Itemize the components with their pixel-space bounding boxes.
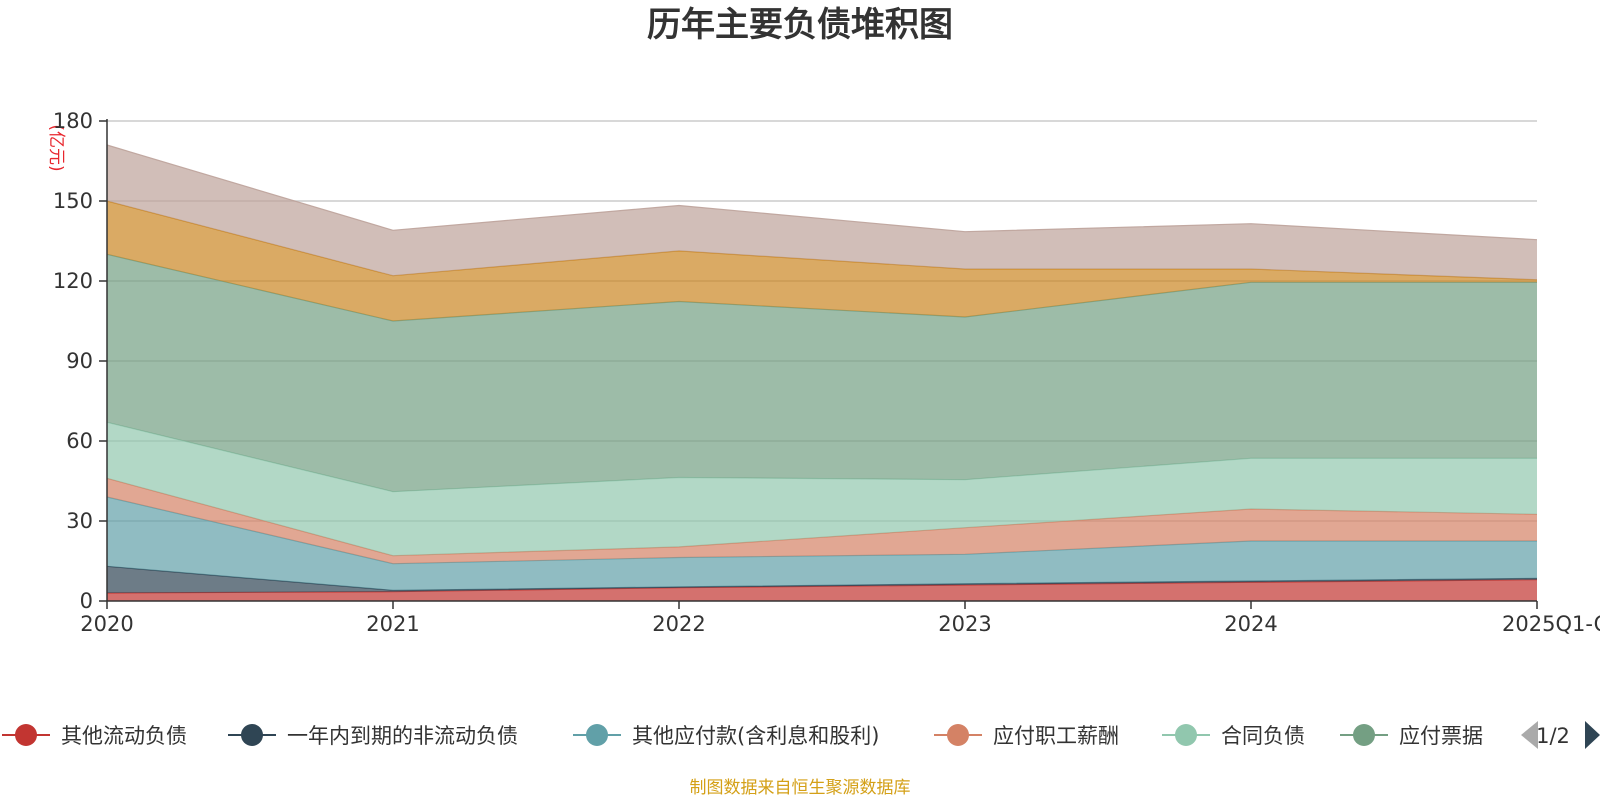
area-series-3: [107, 478, 1537, 564]
y-tick-label: 120: [53, 269, 93, 293]
legend-marker-icon: [15, 724, 37, 746]
legend-label: 应付职工薪酬: [993, 724, 1119, 748]
x-tick-label: 2024: [1224, 612, 1277, 636]
legend-marker-icon: [586, 724, 608, 746]
legend-next-arrow-icon[interactable]: [1585, 721, 1600, 749]
legend-label: 一年内到期的非流动负债: [287, 724, 518, 748]
legend-label: 其他应付款(含利息和股利): [632, 724, 879, 748]
x-tick-label: 2025Q1-Q3: [1502, 612, 1600, 636]
legend-item[interactable]: 应付票据: [1340, 724, 1483, 748]
legend-item[interactable]: 其他应付款(含利息和股利): [573, 724, 879, 748]
legend-item[interactable]: 其他流动负债: [2, 724, 187, 748]
legend-item[interactable]: 应付职工薪酬: [934, 724, 1119, 748]
legend-marker-icon: [1175, 724, 1197, 746]
y-tick-label: 180: [53, 109, 93, 133]
source-footnote: 制图数据来自恒生聚源数据库: [690, 778, 911, 798]
x-tick-label: 2020: [80, 612, 133, 636]
y-axis-unit: (亿元): [46, 124, 66, 171]
legend-label: 其他流动负债: [61, 724, 187, 748]
area-series-6: [107, 201, 1537, 321]
legend-marker-icon: [1353, 724, 1375, 746]
y-tick-label: 90: [66, 349, 93, 373]
legend-prev-arrow-icon[interactable]: [1521, 721, 1538, 749]
series-line-7: [106, 144, 1538, 241]
y-tick-label: 150: [53, 189, 93, 213]
y-tick-label: 0: [80, 589, 93, 613]
legend-item[interactable]: 合同负债: [1162, 724, 1305, 748]
x-tick-label: 2023: [938, 612, 991, 636]
legend-item[interactable]: 一年内到期的非流动负债: [228, 724, 518, 748]
legend-marker-icon: [241, 724, 263, 746]
legend-label: 合同负债: [1221, 724, 1305, 748]
legend: 其他流动负债 一年内到期的非流动负债 其他应付款(含利息和股利) 应付职工薪酬 合同负债…: [2, 721, 1600, 749]
y-tick-label: 60: [66, 429, 93, 453]
legend-marker-icon: [947, 724, 969, 746]
area-series-4: [107, 422, 1537, 556]
area-series-0: [107, 579, 1537, 601]
x-tick-label: 2022: [652, 612, 705, 636]
area-series-2: [107, 497, 1537, 591]
y-tick-label: 30: [66, 509, 93, 533]
chart-title: 历年主要负债堆积图: [647, 5, 953, 45]
area-series-5: [107, 254, 1537, 492]
legend-page-indicator: 1/2: [1536, 724, 1570, 748]
area-series-7: [107, 145, 1537, 280]
stacked-areas: [106, 144, 1538, 601]
x-tick-label: 2021: [366, 612, 419, 636]
legend-label: 应付票据: [1399, 724, 1483, 748]
axes: 0 30 60 90 120 150 180 2020 2021 2022 2023 2024 2025…: [53, 109, 1600, 636]
area-series-1: [107, 566, 1537, 593]
